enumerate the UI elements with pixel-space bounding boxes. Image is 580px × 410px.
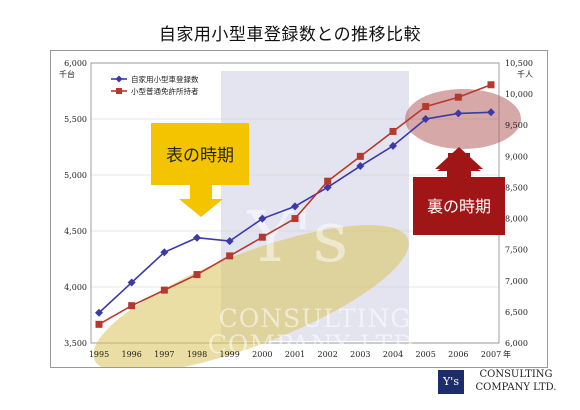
front-period-callout-box	[151, 123, 249, 185]
data-point-diamond	[225, 237, 234, 246]
front-period-label: 表の時期	[166, 146, 234, 166]
logo-line-2: COMPANY LTD.	[475, 382, 557, 393]
chart-frame: Y's CONSULTING COMPANY LTD. 3,500 4,000 4,500…	[50, 50, 548, 368]
right-axis-tick-label: 6,500	[505, 308, 528, 317]
left-axis-tick-label: 4,000	[64, 283, 87, 292]
data-point-square	[160, 286, 168, 294]
data-point-diamond	[356, 162, 365, 171]
x-axis-tick-label: 2007	[481, 350, 501, 359]
back-period-label: 裏の時期	[427, 197, 491, 216]
left-axis-unit: 千台	[59, 69, 75, 79]
left-axis-tick-label: 3,500	[64, 339, 87, 348]
data-point-diamond	[323, 183, 332, 192]
right-axis-tick-label: 9,000	[505, 152, 528, 161]
legend-label: 自家用小型車登録数	[131, 74, 199, 84]
data-point-square	[454, 93, 462, 101]
data-point-diamond	[421, 115, 430, 123]
left-axis-tick-label: 4,500	[64, 227, 87, 236]
x-axis-tick-label: 2004	[383, 350, 403, 359]
logo-mark: Y's	[438, 370, 464, 394]
data-point-square	[487, 81, 495, 89]
right-axis-tick-label: 6,000	[505, 339, 528, 348]
x-axis-tick-label: 2001	[285, 350, 305, 359]
right-axis-tick-label: 7,000	[505, 277, 528, 286]
right-axis-tick-label: 8,000	[505, 215, 528, 224]
data-point-square	[291, 215, 299, 223]
back-period-arrow	[435, 147, 483, 177]
data-point-square	[193, 271, 201, 279]
left-axis-tick-label: 5,000	[64, 171, 87, 180]
watermark-line-2: COMPANY LTD.	[208, 330, 422, 359]
x-axis-tick-label: 2006	[448, 350, 468, 359]
data-point-square	[324, 177, 332, 185]
data-point-diamond	[389, 141, 397, 150]
data-point-diamond	[160, 248, 169, 257]
data-point-square	[422, 103, 430, 111]
data-point-square	[128, 302, 136, 310]
x-axis-tick-label: 1998	[187, 350, 207, 359]
right-axis-tick-label: 7,500	[505, 246, 528, 255]
x-axis-tick-label: 1997	[154, 350, 174, 359]
data-point-diamond	[291, 202, 299, 211]
data-point-square	[226, 252, 234, 260]
front-period-arrow	[179, 185, 223, 217]
chart-title: 自家用小型車登録数との推移比較	[158, 25, 422, 45]
data-point-square	[389, 127, 397, 135]
left-axis-tick-label: 6,000	[64, 59, 87, 68]
right-axis-tick-label: 10,000	[505, 90, 533, 99]
right-axis-tick-label: 9,500	[505, 121, 528, 130]
right-axis-unit: 千人	[517, 69, 533, 79]
data-point-diamond	[193, 233, 201, 242]
x-axis-tick-label: 1995	[89, 350, 109, 359]
back-period-callout-box	[413, 177, 505, 235]
data-point-diamond	[258, 214, 267, 223]
front-period-highlight	[93, 225, 409, 367]
right-axis-tick-label: 8,500	[505, 183, 528, 192]
x-axis-tick-label: 2002	[317, 350, 337, 359]
logo-text: CONSULTING COMPANY LTD.	[468, 368, 564, 394]
x-axis-tick-label: 1999	[219, 350, 239, 359]
data-point-square	[258, 233, 266, 241]
data-point-square	[95, 320, 103, 328]
data-point-diamond	[454, 109, 463, 118]
data-point-diamond	[127, 278, 136, 287]
legend-marker	[116, 88, 122, 94]
data-point-diamond	[95, 308, 103, 317]
x-axis-tick-label: 2003	[350, 350, 370, 359]
legend-marker	[115, 75, 123, 83]
data-point-square	[356, 152, 364, 160]
x-axis-tick-label: 1996	[121, 350, 141, 359]
x-axis-unit: 年	[503, 349, 511, 359]
logo-line-1: CONSULTING	[479, 369, 553, 380]
watermark-line-1: CONSULTING	[219, 304, 412, 333]
x-axis-tick-label: 2005	[415, 350, 435, 359]
left-axis-tick-label: 5,500	[64, 115, 87, 124]
data-point-diamond	[487, 108, 495, 117]
right-axis-tick-label: 10,500	[505, 59, 533, 68]
company-logo: Y's CONSULTING COMPANY LTD.	[438, 366, 568, 400]
x-axis-tick-label: 2000	[252, 350, 272, 359]
legend-label: 小型普通免許所持者	[131, 86, 199, 96]
